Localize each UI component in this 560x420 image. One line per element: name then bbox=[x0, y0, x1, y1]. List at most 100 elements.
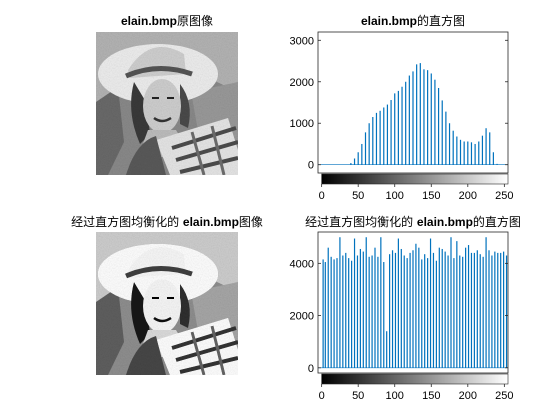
histogram-bar bbox=[445, 111, 447, 165]
title-equalized-image-filename: elain.bmp bbox=[182, 215, 239, 229]
x-tick-label: 0 bbox=[319, 390, 325, 402]
histogram-bar bbox=[389, 254, 391, 368]
x-tick-label: 0 bbox=[319, 190, 325, 202]
histogram-bar bbox=[362, 251, 364, 368]
histogram-bar bbox=[383, 262, 385, 368]
histogram-bar bbox=[494, 251, 496, 368]
histogram-bar bbox=[459, 139, 462, 165]
histogram-bar bbox=[353, 158, 356, 165]
histogram-bar bbox=[394, 252, 397, 368]
title-equalized-histogram: 经过直方图均衡化的 elain.bmp的直方图 bbox=[290, 213, 536, 230]
histogram-bar bbox=[421, 259, 423, 368]
histogram-bar bbox=[400, 248, 402, 368]
histogram-bar bbox=[356, 255, 359, 368]
x-tick-label: 200 bbox=[459, 390, 477, 402]
histogram-bar bbox=[336, 258, 338, 368]
y-tick-label: 2000 bbox=[290, 77, 314, 89]
histogram-bar bbox=[427, 258, 429, 368]
histogram-equalized: 0 2000 4000 0 50 100 150 200 250 bbox=[290, 231, 514, 402]
histogram-bar bbox=[353, 238, 356, 368]
histogram-bar bbox=[386, 104, 389, 165]
histogram-bar bbox=[397, 90, 399, 165]
histogram-bar bbox=[419, 63, 421, 165]
title-equalized-histogram-suffix: 的直方图 bbox=[472, 215, 521, 229]
histogram-bar bbox=[401, 86, 403, 165]
histogram-bar bbox=[403, 255, 405, 368]
histogram-bar bbox=[430, 73, 432, 165]
histogram-bar bbox=[441, 248, 443, 368]
histogram-bar bbox=[327, 247, 329, 368]
histogram-bar bbox=[491, 255, 493, 368]
histogram-bar bbox=[405, 81, 407, 165]
histogram-bar bbox=[390, 100, 392, 165]
histogram-bar bbox=[482, 256, 484, 368]
x-tick-label: 50 bbox=[352, 390, 364, 402]
histogram-bar bbox=[467, 141, 469, 165]
histogram-bar bbox=[473, 252, 475, 368]
histogram-bar bbox=[409, 252, 411, 368]
histogram-bar bbox=[503, 251, 505, 368]
histogram-bar bbox=[438, 247, 440, 368]
histogram-bar bbox=[379, 110, 381, 165]
histogram-bar bbox=[365, 237, 367, 368]
histogram-bar bbox=[456, 136, 458, 165]
histogram-bar bbox=[456, 241, 458, 368]
histogram-bar bbox=[488, 250, 490, 368]
histogram-bar bbox=[342, 255, 344, 368]
histogram-bar bbox=[476, 250, 478, 368]
y-tick-label: 2000 bbox=[290, 311, 314, 323]
title-equalized-image: 经过直方图均衡化的 elain.bmp图像 bbox=[40, 213, 294, 230]
x-tick-label: 150 bbox=[422, 190, 440, 202]
histogram-bar bbox=[450, 237, 452, 368]
histogram-bar bbox=[364, 132, 367, 165]
histogram-bar bbox=[474, 143, 476, 165]
histogram-bar bbox=[391, 250, 394, 368]
title-equalized-histogram-filename: elain.bmp bbox=[416, 215, 473, 229]
histogram-bar bbox=[434, 79, 436, 165]
x-tick-label: 150 bbox=[422, 390, 440, 402]
x-tick-label: 100 bbox=[386, 190, 404, 202]
grayscale-colorbar bbox=[321, 173, 509, 185]
histogram-bar bbox=[492, 152, 494, 165]
title-original-histogram: elain.bmp的直方图 bbox=[318, 12, 508, 29]
histogram-bar bbox=[429, 238, 432, 368]
histogram-bar bbox=[478, 141, 480, 165]
histogram-bar bbox=[397, 238, 399, 368]
title-original-histogram-suffix: 的直方图 bbox=[417, 14, 466, 28]
histogram-bar bbox=[368, 123, 370, 165]
histogram-bar bbox=[359, 248, 361, 368]
histogram-bar bbox=[350, 163, 352, 165]
histogram-original: 0 1000 2000 3000 0 50 100 150 200 250 bbox=[290, 31, 514, 202]
title-original-image-filename: elain.bmp bbox=[120, 14, 177, 28]
histogram-bar bbox=[361, 143, 363, 165]
title-original-image: elain.bmp原图像 bbox=[96, 12, 238, 29]
histogram-bar bbox=[424, 254, 426, 368]
y-tick-label: 0 bbox=[308, 363, 314, 375]
histogram-bar bbox=[463, 141, 465, 165]
histogram-bar bbox=[448, 123, 451, 165]
histogram-bar bbox=[470, 142, 473, 165]
histogram-bar bbox=[408, 75, 410, 165]
histogram-bar bbox=[412, 71, 414, 165]
original-image bbox=[96, 32, 238, 175]
x-tick-label: 100 bbox=[386, 390, 404, 402]
histogram-bar bbox=[497, 252, 499, 368]
histogram-bar bbox=[500, 252, 502, 368]
histogram-bar bbox=[465, 247, 467, 368]
y-tick-label: 3000 bbox=[290, 35, 314, 47]
histogram-bar bbox=[489, 132, 491, 165]
histogram-bar bbox=[423, 69, 425, 165]
histogram-bar bbox=[348, 258, 350, 368]
histogram-bar bbox=[375, 112, 378, 165]
title-equalized-image-prefix: 经过直方图均衡化的 bbox=[71, 215, 180, 229]
histogram-bar bbox=[333, 259, 335, 368]
histogram-bar bbox=[467, 245, 470, 368]
histogram-bar bbox=[380, 237, 382, 368]
grayscale-colorbar bbox=[321, 373, 509, 385]
title-original-histogram-filename: elain.bmp bbox=[360, 14, 417, 28]
x-tick-label: 250 bbox=[495, 390, 513, 402]
histogram-bar bbox=[322, 259, 324, 368]
histogram-bar bbox=[386, 331, 388, 368]
histogram-bar bbox=[462, 256, 464, 368]
